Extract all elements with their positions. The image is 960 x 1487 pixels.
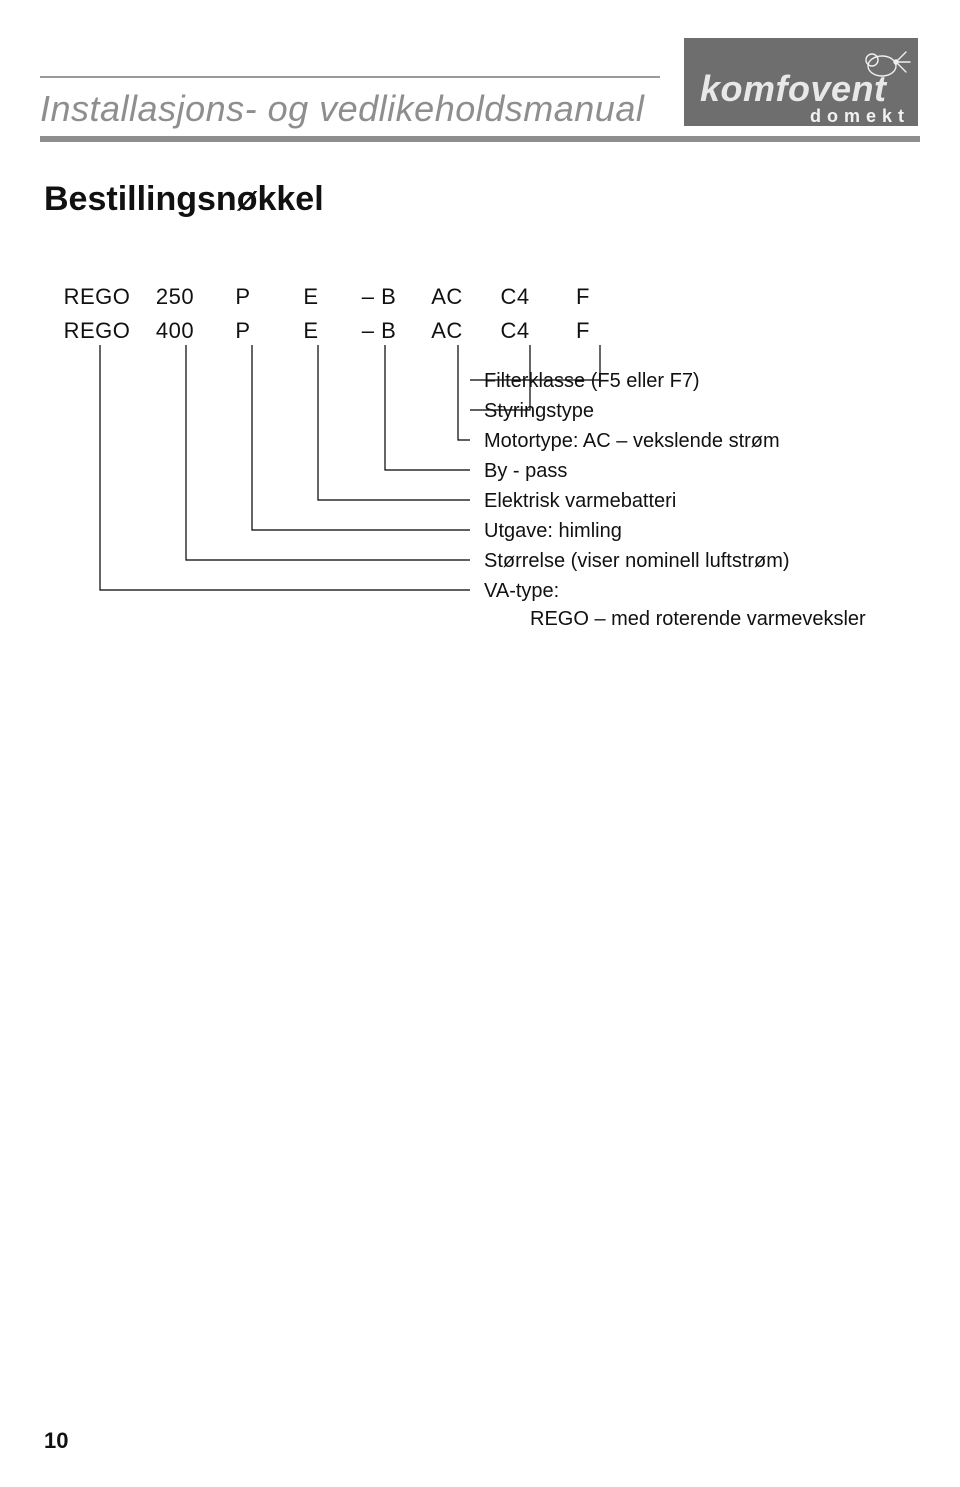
- page-number: 10: [44, 1428, 68, 1454]
- header-rule-bottom: [40, 136, 920, 142]
- header-rule-top: [40, 76, 660, 78]
- desc-motortype: Motortype: AC – vekslende strøm: [484, 430, 780, 453]
- logo-brand: komfovent: [700, 68, 887, 110]
- desc-utgave: Utgave: himling: [484, 520, 622, 543]
- desc-filterklasse: Filterklasse (F5 eller F7): [484, 370, 700, 393]
- bear-fan-icon: [860, 40, 916, 80]
- desc-styringstype: Styringstype: [484, 400, 594, 423]
- desc-elbatteri: Elektrisk varmebatteri: [484, 490, 676, 513]
- desc-storrelse: Størrelse (viser nominell luftstrøm): [484, 550, 790, 573]
- desc-bypass: By - pass: [484, 460, 567, 483]
- page-title: Installasjons- og vedlikeholdsmanual: [40, 88, 644, 130]
- desc-vatype-line: REGO – med roterende varmeveksler: [484, 608, 866, 631]
- desc-vatype: VA-type:: [484, 580, 559, 603]
- logo-subbrand: domekt: [810, 106, 910, 127]
- ordering-key-diagram: [40, 270, 800, 640]
- section-title: Bestillingsnøkkel: [44, 180, 324, 219]
